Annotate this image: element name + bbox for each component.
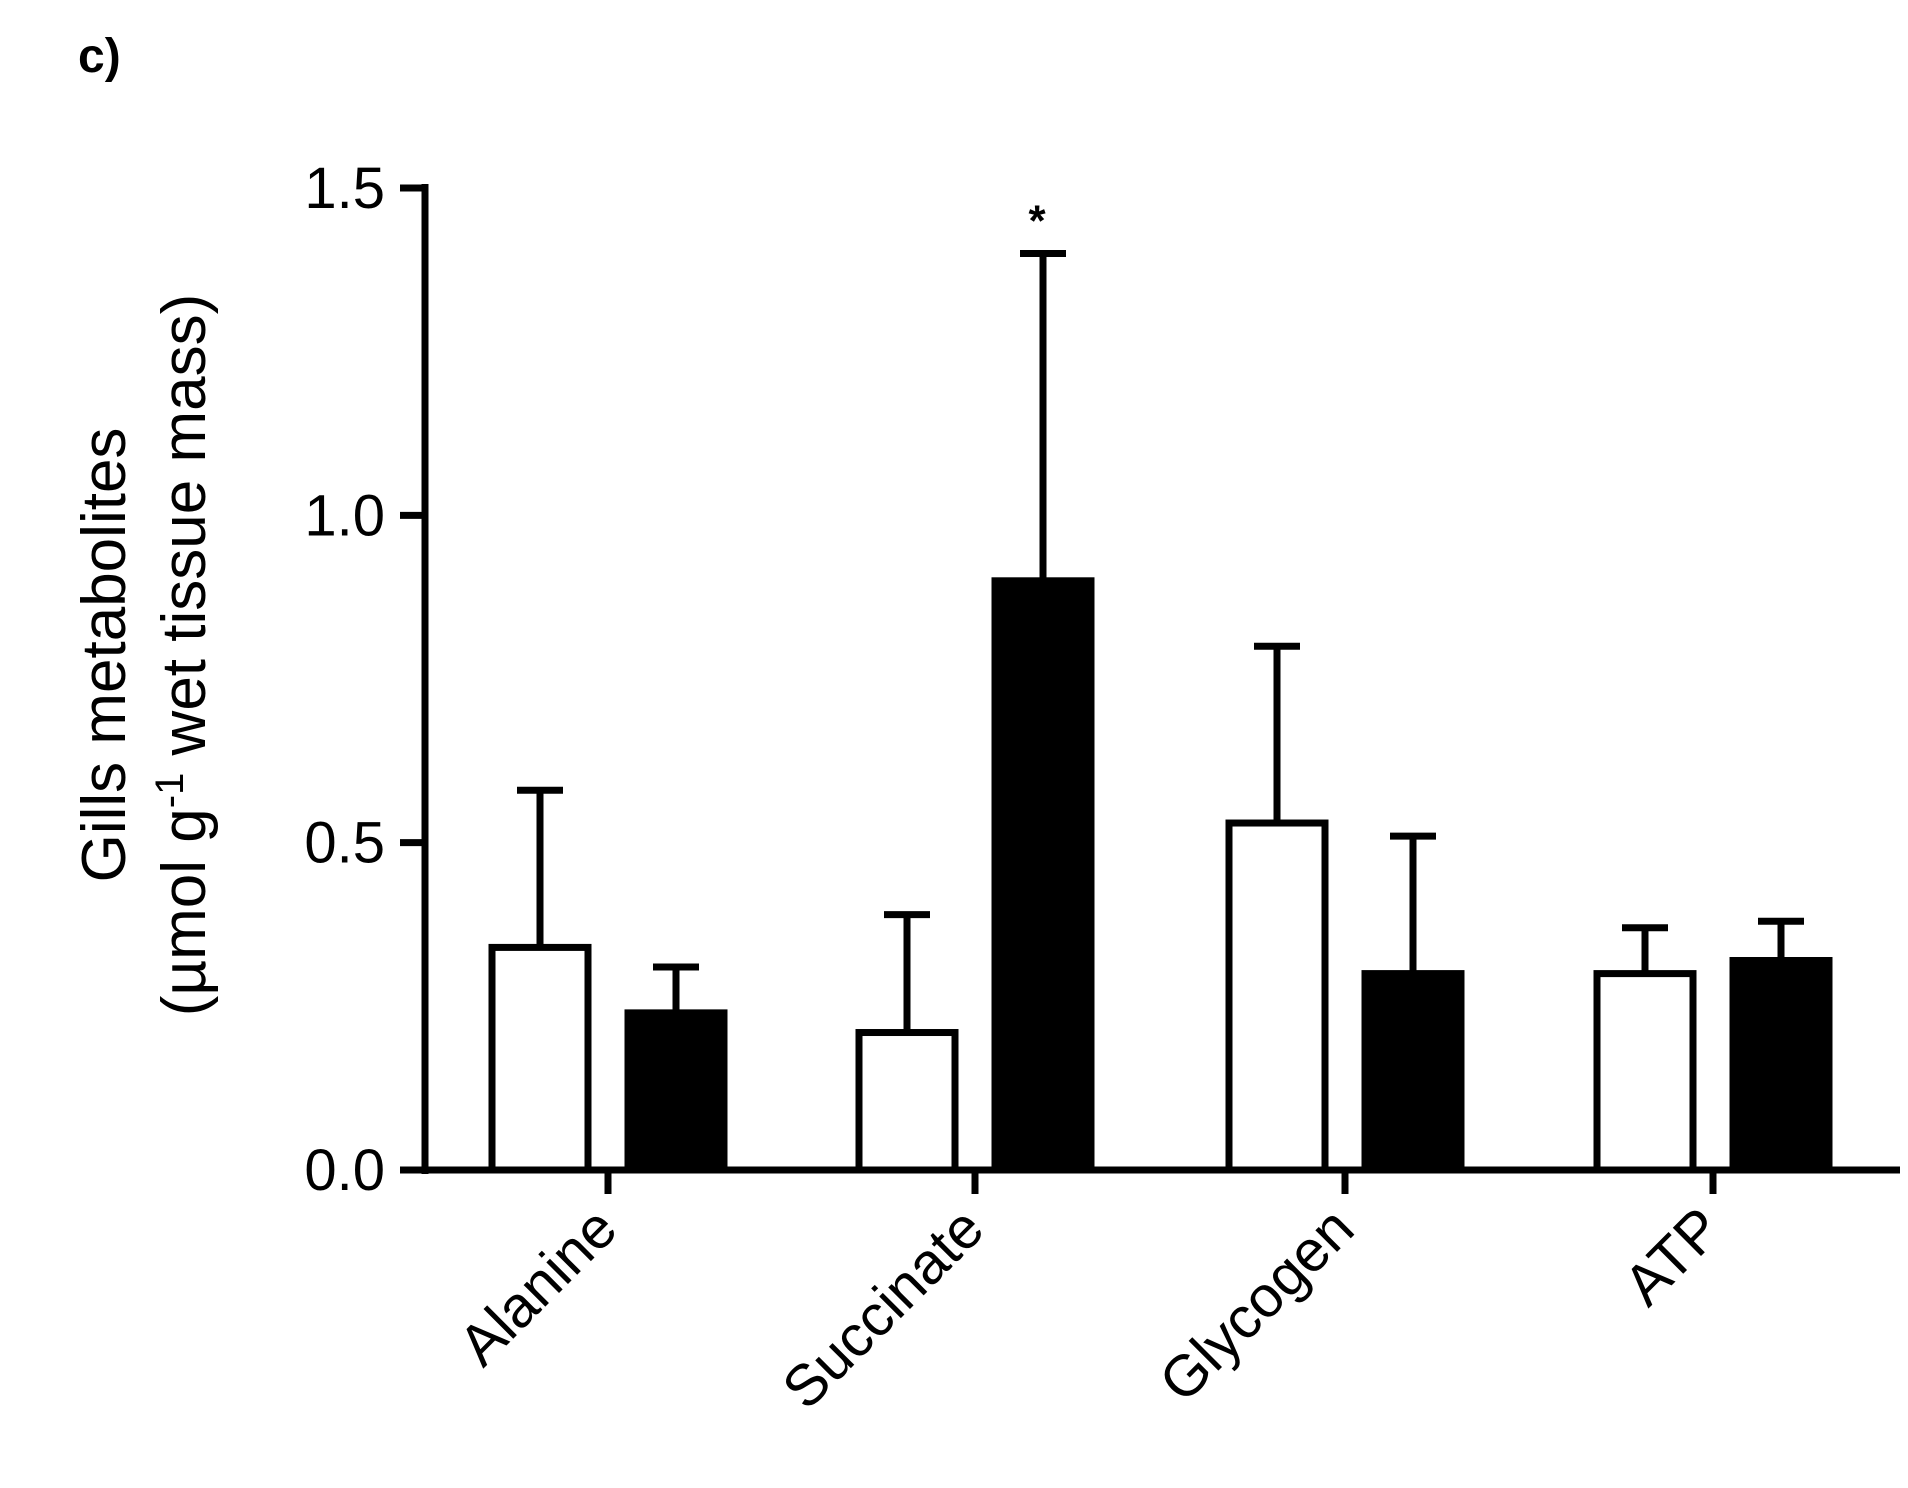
bar-atp-series2 <box>1729 957 1833 1174</box>
bar-glycogen-series2 <box>1361 970 1465 1174</box>
bar-succinate-series1 <box>855 1029 959 1174</box>
bar-alanine-series2 <box>624 1009 728 1174</box>
y-axis-title: Gills metabolites (µmol g-1 wet tissue m… <box>70 294 219 1016</box>
bar-alanine-series1 <box>488 943 592 1174</box>
x-tick-label-glycogen: Glycogen <box>1147 1195 1366 1414</box>
y-axis-title-line2-suffix: wet tissue mass) <box>150 294 219 773</box>
x-tick-label-atp: ATP <box>1612 1195 1735 1318</box>
bar-succinate-series2 <box>991 577 1095 1174</box>
y-axis-title-line1: Gills metabolites <box>70 428 139 883</box>
y-tick-label: 1.5 <box>304 156 385 221</box>
y-tick-label: 0.5 <box>304 811 385 876</box>
significance-marker: * <box>1028 196 1046 245</box>
y-axis-title-line2: (µmol g-1 wet tissue mass) <box>148 294 219 1016</box>
y-axis-title-line2-superscript: -1 <box>148 773 192 809</box>
plot-area: * 0.0 0.5 1.0 1.5 Alanine Succinate Glycogen ATP <box>304 156 1900 1421</box>
y-tick-label: 1.0 <box>304 483 385 548</box>
x-tick-label-alanine: Alanine <box>446 1195 629 1378</box>
y-tick-label: 0.0 <box>304 1138 385 1203</box>
bar-glycogen-series1 <box>1225 819 1329 1174</box>
panel-label: c) <box>78 30 121 83</box>
y-axis-title-line2-prefix: (µmol g <box>150 808 219 1016</box>
bar-atp-series1 <box>1593 970 1697 1174</box>
x-tick-label-succinate: Succinate <box>770 1195 996 1421</box>
